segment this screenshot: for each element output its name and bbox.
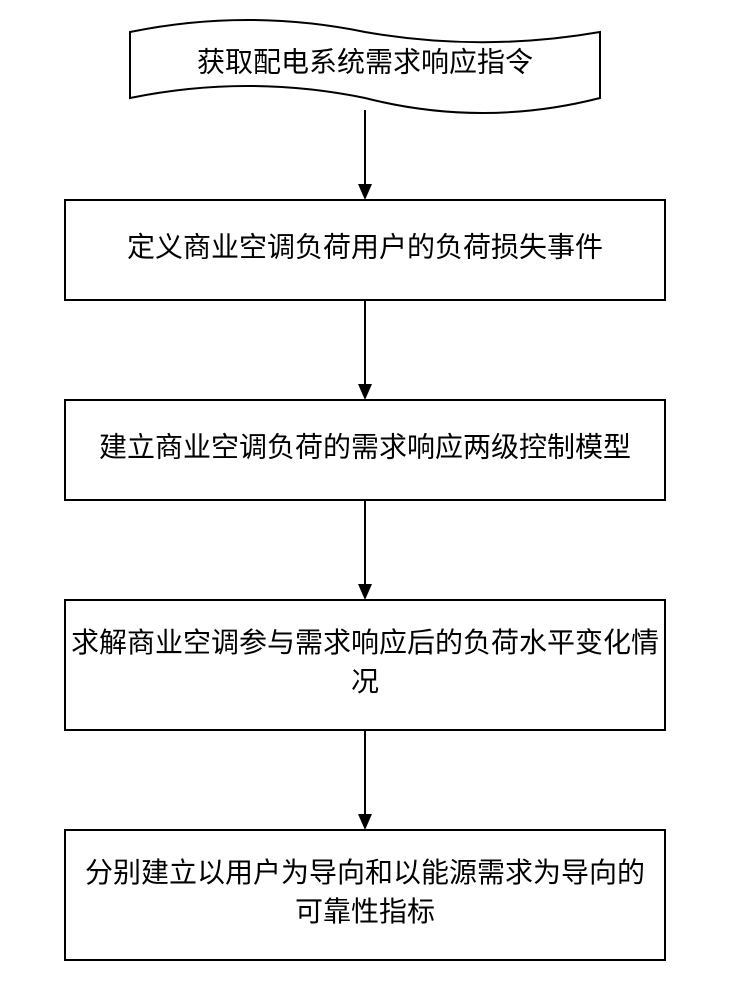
flow-node-label: 分别建立以用户为导向和以能源需求为导向的 — [85, 857, 645, 889]
flow-node-label: 可靠性指标 — [295, 896, 435, 928]
flow-node-label: 获取配电系统需求响应指令 — [197, 46, 533, 78]
flow-node-n4 — [65, 600, 665, 730]
flow-node-label: 求解商业空调参与需求响应后的负荷水平变化情 — [71, 627, 659, 659]
flow-node-n5 — [65, 830, 665, 960]
arrowhead-icon — [358, 384, 372, 400]
arrowhead-icon — [358, 184, 372, 200]
arrowhead-icon — [358, 584, 372, 600]
flow-node-label: 建立商业空调负荷的需求响应两级控制模型 — [99, 431, 631, 463]
flow-node-label: 况 — [351, 667, 379, 698]
flow-node-label: 定义商业空调负荷用户的负荷损失事件 — [127, 231, 603, 263]
arrowhead-icon — [358, 814, 372, 830]
flowchart-canvas: 获取配电系统需求响应指令定义商业空调负荷用户的负荷损失事件建立商业空调负荷的需求… — [0, 0, 737, 1000]
